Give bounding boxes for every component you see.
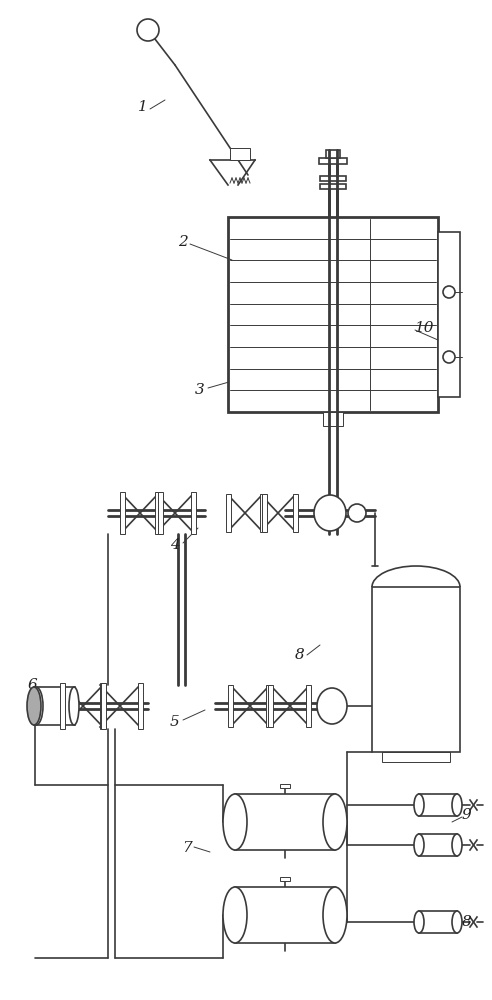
Ellipse shape [29,687,43,725]
Text: 3: 3 [195,383,205,397]
Text: 9: 9 [462,808,472,822]
Bar [268,685,273,727]
Bar [320,184,346,189]
Text: 8: 8 [295,648,305,662]
Ellipse shape [27,687,41,725]
Bar [266,685,271,727]
Bar [228,685,233,727]
Ellipse shape [69,687,79,725]
Text: 6: 6 [28,678,38,692]
Circle shape [443,286,455,298]
Ellipse shape [414,911,424,933]
Bar [372,587,460,752]
Text: 8: 8 [462,915,472,929]
Ellipse shape [452,794,462,816]
Ellipse shape [414,794,424,816]
Ellipse shape [414,834,424,856]
Bar [293,494,298,532]
Bar [419,834,457,856]
Bar [155,492,160,534]
Ellipse shape [452,911,462,933]
Bar [306,685,311,727]
Bar [419,794,457,816]
Bar [138,683,143,729]
Bar [60,683,65,729]
Ellipse shape [452,834,462,856]
Bar [438,232,460,397]
Bar [419,911,457,933]
Text: 1: 1 [138,100,148,114]
Bar [319,158,347,164]
Circle shape [348,504,366,522]
Bar [260,494,265,532]
Ellipse shape [223,794,247,850]
Text: 4: 4 [170,538,180,552]
Text: 5: 5 [170,715,180,729]
Ellipse shape [323,887,347,943]
Bar [382,752,450,762]
Bar [235,887,335,943]
Circle shape [443,351,455,363]
Bar [230,148,250,160]
Bar [326,150,340,158]
Bar [235,794,335,850]
Ellipse shape [314,495,346,531]
Bar [280,877,290,881]
Bar [158,492,163,534]
Circle shape [137,19,159,41]
Bar [100,683,105,729]
Bar [323,412,343,426]
Bar [320,176,346,181]
Bar [280,784,290,788]
Ellipse shape [317,688,347,724]
Bar [228,217,438,412]
Ellipse shape [323,794,347,850]
Text: 10: 10 [415,321,434,335]
Ellipse shape [223,887,247,943]
Bar [34,687,75,725]
Bar [101,683,106,729]
Bar [262,494,267,532]
Bar [226,494,231,532]
Bar [191,492,196,534]
Bar [120,492,125,534]
Text: 7: 7 [182,841,192,855]
Text: 2: 2 [178,235,188,249]
